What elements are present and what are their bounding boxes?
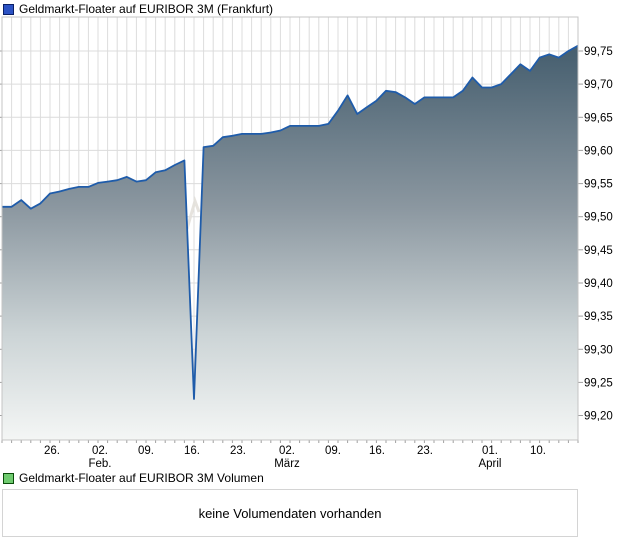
x-axis-label: 01. bbox=[482, 445, 498, 457]
plot-border bbox=[1, 16, 579, 441]
y-axis-label: 99,75 bbox=[584, 46, 613, 58]
y-axis-label: 99,55 bbox=[584, 179, 613, 191]
x-axis-label: 16. bbox=[369, 445, 385, 457]
x-axis-label: 23. bbox=[417, 445, 433, 457]
watermark-mark bbox=[185, 196, 201, 230]
x-axis-label: 09. bbox=[325, 445, 341, 457]
price-area bbox=[2, 45, 578, 440]
y-axis-label: 99,25 bbox=[584, 377, 613, 389]
x-axis-label: 26. bbox=[44, 445, 60, 457]
x-axis-label: 02. bbox=[279, 445, 295, 457]
y-axis-label: 99,60 bbox=[584, 145, 613, 157]
price-line bbox=[2, 44, 579, 400]
no-volume-message: keine Volumendaten vorhanden bbox=[198, 505, 382, 521]
x-axis-month-label: April bbox=[478, 458, 501, 470]
x-axis-label: 02. bbox=[92, 445, 108, 457]
x-axis-label: 09. bbox=[138, 445, 154, 457]
price-legend: Geldmarkt-Floater auf EURIBOR 3M (Frankf… bbox=[3, 2, 273, 16]
x-axis-month-label: März bbox=[274, 458, 300, 470]
volume-panel: keine Volumendaten vorhanden bbox=[2, 489, 578, 537]
volume-legend-swatch bbox=[3, 472, 14, 484]
y-axis-label: 99,35 bbox=[584, 311, 613, 323]
x-axis-label: 16. bbox=[184, 445, 200, 457]
y-axis-label: 99,45 bbox=[584, 245, 613, 257]
y-axis-label: 99,20 bbox=[584, 411, 613, 423]
y-axis-label: 99,50 bbox=[584, 212, 613, 224]
y-axis-label: 99,40 bbox=[584, 278, 613, 290]
y-axis-label: 99,65 bbox=[584, 112, 613, 124]
price-legend-swatch bbox=[3, 3, 14, 15]
x-axis-label: 23. bbox=[230, 445, 246, 457]
volume-legend: Geldmarkt-Floater auf EURIBOR 3M Volumen bbox=[3, 471, 264, 485]
x-axis-month-label: Feb. bbox=[88, 458, 111, 470]
y-axis-label: 99,30 bbox=[584, 344, 613, 356]
volume-legend-label: Geldmarkt-Floater auf EURIBOR 3M Volumen bbox=[19, 471, 264, 485]
price-chart-svg[interactable]: 99,75 99,70 99,65 99,60 99,55 99,50 99,45 99,40… bbox=[0, 0, 620, 480]
y-axis-label: 99,70 bbox=[584, 79, 613, 91]
price-legend-label: Geldmarkt-Floater auf EURIBOR 3M (Frankf… bbox=[19, 2, 274, 16]
x-axis-label: 10. bbox=[530, 445, 546, 457]
